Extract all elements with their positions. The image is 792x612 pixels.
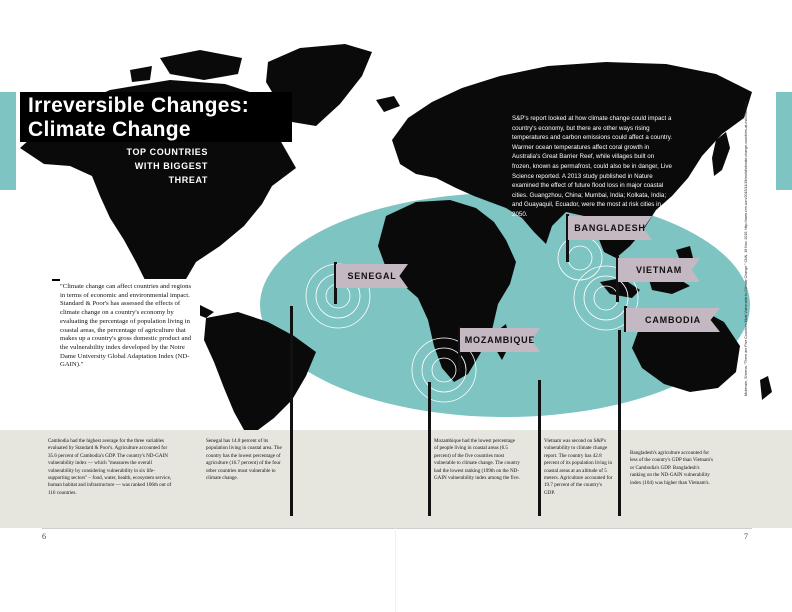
mozambique-flag-pole: [458, 326, 461, 372]
arctic-islands-shape: [130, 50, 242, 82]
title-line-1: Irreversible Changes:: [28, 94, 250, 117]
bangladesh-flag-pole: [566, 214, 569, 262]
mozambique-column-text: Mozambique had the lowest percentage of …: [434, 438, 520, 482]
source-citation: Mckenzie, Sheena. "There are Five Countr…: [744, 100, 748, 396]
cambodia-column-text: Cambodia had the highest average for the…: [48, 438, 172, 496]
iceland-shape: [376, 96, 400, 112]
subtitle-line-3: THREAT: [168, 175, 208, 185]
gutter: [395, 528, 396, 612]
subtitle-line-2: WITH BIGGEST: [134, 161, 208, 171]
vietnam-flag: VIETNAM: [618, 258, 700, 282]
title-line-2: Climate Change: [28, 118, 191, 141]
eurasia-shape: [392, 62, 752, 258]
page-number-left: 6: [42, 532, 46, 541]
japan-shape: [712, 132, 730, 176]
column-rule-vietnam: [538, 380, 541, 516]
bottom-text-band: [0, 430, 792, 528]
vietnam-column-text: Vietnam was second on S&P's vulnerabilit…: [544, 438, 613, 496]
bottom-rule: [42, 528, 752, 529]
senegal-column-text: Senegal has 14.8 percent of its populati…: [206, 438, 282, 482]
mozambique-target-rings: [411, 337, 477, 403]
title-bar: [20, 92, 292, 142]
bangladesh-column-text: Bangladesh's agriculture accounted for l…: [630, 450, 714, 486]
column-rule-mozambique: [428, 382, 431, 516]
mozambique-flag: MOZAMBIQUE: [460, 328, 540, 352]
right-teal-tab: [776, 92, 792, 190]
cambodia-flag-pole: [624, 306, 627, 332]
quote-rule: [52, 279, 60, 281]
page-number-right: 7: [744, 532, 748, 541]
column-rule-bangladesh: [618, 330, 621, 516]
intro-paragraph: S&P's report looked at how climate chang…: [512, 115, 673, 218]
quote-box: [52, 279, 200, 405]
greenland-shape: [266, 44, 372, 126]
pull-quote: "Climate change can affect countries and…: [60, 283, 192, 369]
left-teal-tab: [0, 92, 16, 190]
bangladesh-flag: BANGLADESH: [568, 216, 652, 240]
south-america-shape: [204, 312, 316, 430]
column-rule-senegal: [290, 306, 293, 516]
vietnam-flag-pole: [616, 256, 619, 302]
cambodia-flag: CAMBODIA: [626, 308, 720, 332]
senegal-flag-pole: [334, 262, 337, 304]
new-zealand-shape: [760, 376, 772, 400]
subtitle-line-1: TOP COUNTRIES: [126, 147, 208, 157]
senegal-flag: SENEGAL: [336, 264, 408, 288]
